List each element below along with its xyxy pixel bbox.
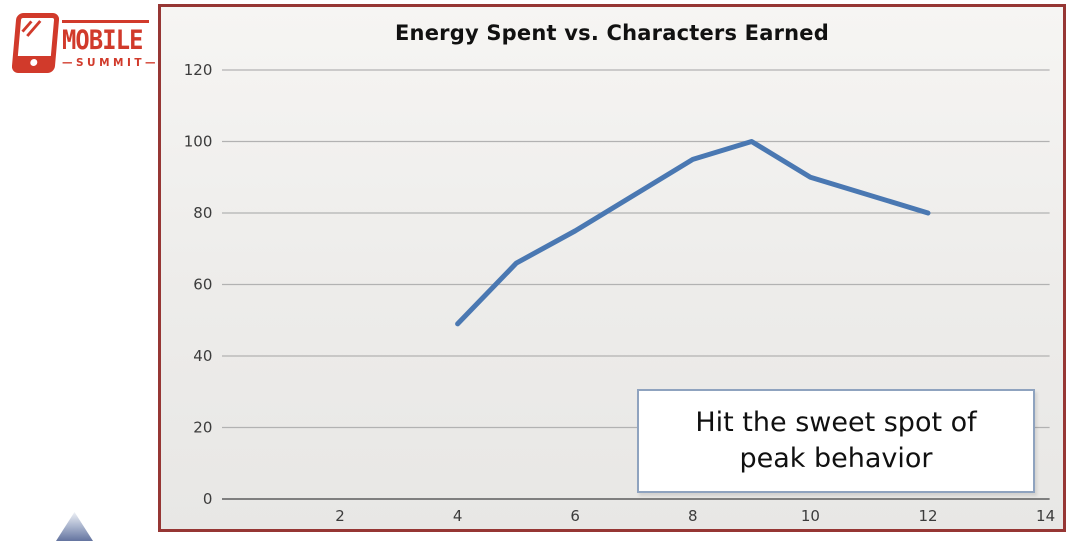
- svg-text:12: 12: [918, 507, 937, 525]
- svg-text:10: 10: [801, 507, 820, 525]
- svg-text:40: 40: [193, 347, 212, 365]
- svg-text:80: 80: [193, 204, 212, 222]
- phone-home-button-icon: [29, 59, 38, 66]
- svg-text:14: 14: [1036, 507, 1055, 525]
- svg-text:4: 4: [453, 507, 463, 525]
- phone-icon: [11, 13, 60, 73]
- line-chart: Energy Spent vs. Characters Earned 0 20 40…: [158, 4, 1066, 532]
- svg-text:120: 120: [184, 61, 213, 79]
- chart-title: Energy Spent vs. Characters Earned: [395, 21, 829, 45]
- phone-base: [15, 56, 52, 69]
- svg-text:2: 2: [335, 507, 345, 525]
- svg-text:0: 0: [203, 490, 213, 508]
- mobile-summit-logo: MOBILE —SUMMIT—: [10, 10, 160, 80]
- svg-text:100: 100: [184, 133, 213, 151]
- logo-rule: [62, 20, 149, 23]
- annotation-line-1: Hit the sweet spot of: [695, 407, 977, 438]
- annotation-callout: Hit the sweet spot of peak behavior: [637, 389, 1035, 493]
- pyramid-decoration: [56, 512, 93, 541]
- logo-brand: MOBILE: [62, 25, 143, 56]
- annotation-line-2: peak behavior: [739, 443, 933, 474]
- svg-text:6: 6: [570, 507, 580, 525]
- svg-text:8: 8: [688, 507, 698, 525]
- svg-text:20: 20: [193, 419, 212, 437]
- logo-subtitle: —SUMMIT—: [62, 57, 160, 69]
- logo-text: MOBILE —SUMMIT—: [62, 20, 158, 69]
- svg-text:60: 60: [193, 276, 212, 294]
